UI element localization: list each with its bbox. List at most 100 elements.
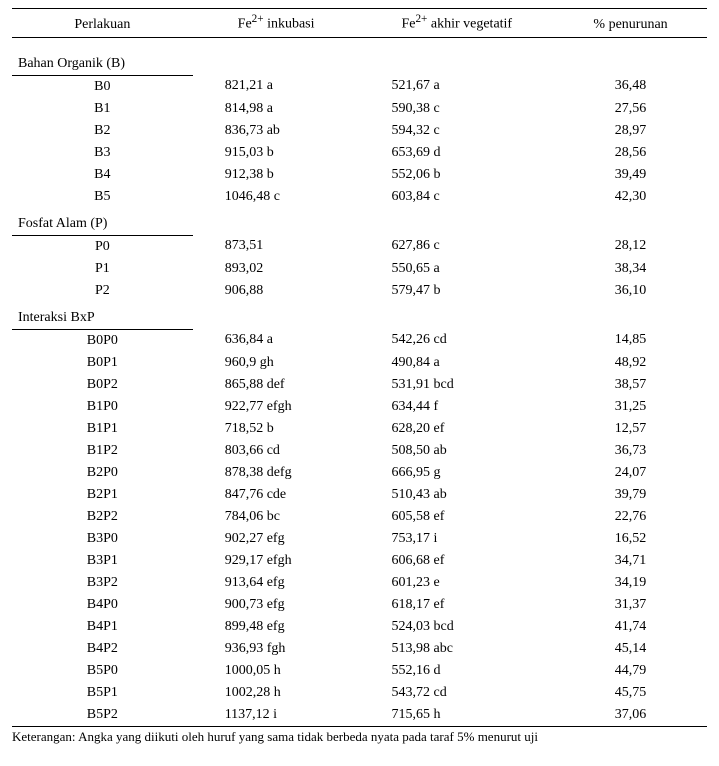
row-label: B5P2 [12, 704, 193, 726]
cell-inkubasi: 821,21 a [193, 75, 360, 98]
table-row: B0P2865,88 def531,91 bcd38,57 [12, 374, 707, 396]
cell-inkubasi: 929,17 efgh [193, 550, 360, 572]
cell-inkubasi: 784,06 bc [193, 506, 360, 528]
cell-penurunan: 36,73 [554, 440, 707, 462]
row-label: B1P0 [12, 396, 193, 418]
table-row: B5P01000,05 h552,16 d44,79 [12, 660, 707, 682]
cell-penurunan: 14,85 [554, 329, 707, 352]
table-row: B3P2913,64 efg601,23 e34,19 [12, 572, 707, 594]
cell-inkubasi: 900,73 efg [193, 594, 360, 616]
cell-vegetatif: 513,98 abc [359, 638, 554, 660]
cell-penurunan: 39,79 [554, 484, 707, 506]
cell-vegetatif: 552,16 d [359, 660, 554, 682]
cell-inkubasi: 873,51 [193, 235, 360, 258]
cell-penurunan: 38,34 [554, 258, 707, 280]
cell-vegetatif: 550,65 a [359, 258, 554, 280]
table-row: B0821,21 a521,67 a36,48 [12, 75, 707, 98]
table-row: B4P0900,73 efg618,17 ef31,37 [12, 594, 707, 616]
row-label: B1P1 [12, 418, 193, 440]
cell-penurunan: 44,79 [554, 660, 707, 682]
cell-penurunan: 37,06 [554, 704, 707, 726]
table-row: B4912,38 b552,06 b39,49 [12, 164, 707, 186]
cell-inkubasi: 878,38 defg [193, 462, 360, 484]
row-label: B3P1 [12, 550, 193, 572]
cell-vegetatif: 508,50 ab [359, 440, 554, 462]
cell-vegetatif: 510,43 ab [359, 484, 554, 506]
header-sup: 2+ [415, 13, 427, 25]
cell-inkubasi: 1046,48 c [193, 186, 360, 208]
cell-penurunan: 31,37 [554, 594, 707, 616]
table-row: B3P1929,17 efgh606,68 ef34,71 [12, 550, 707, 572]
cell-inkubasi: 803,66 cd [193, 440, 360, 462]
table-body: Bahan Organik (B)B0821,21 a521,67 a36,48… [12, 37, 707, 726]
cell-penurunan: 48,92 [554, 352, 707, 374]
cell-inkubasi: 847,76 cde [193, 484, 360, 506]
cell-inkubasi: 636,84 a [193, 329, 360, 352]
cell-inkubasi: 913,64 efg [193, 572, 360, 594]
row-label: P0 [12, 235, 193, 258]
cell-inkubasi: 718,52 b [193, 418, 360, 440]
row-label: B2 [12, 120, 193, 142]
cell-inkubasi: 814,98 a [193, 98, 360, 120]
header-text: Fe [401, 17, 415, 32]
cell-inkubasi: 1137,12 i [193, 704, 360, 726]
cell-vegetatif: 524,03 bcd [359, 616, 554, 638]
table-row: P0873,51627,86 c28,12 [12, 235, 707, 258]
col-header-vegetatif: Fe2+ akhir vegetatif [359, 9, 554, 38]
row-label: B1P2 [12, 440, 193, 462]
row-label: B3P2 [12, 572, 193, 594]
cell-penurunan: 34,71 [554, 550, 707, 572]
table-row: B1P0922,77 efgh634,44 f31,25 [12, 396, 707, 418]
cell-penurunan: 36,48 [554, 75, 707, 98]
row-label: B0P0 [12, 329, 193, 352]
col-header-inkubasi: Fe2+ inkubasi [193, 9, 360, 38]
cell-inkubasi: 902,27 efg [193, 528, 360, 550]
cell-penurunan: 28,12 [554, 235, 707, 258]
row-label: B0P2 [12, 374, 193, 396]
header-text: akhir vegetatif [427, 17, 512, 32]
row-label: B4P0 [12, 594, 193, 616]
row-label: P1 [12, 258, 193, 280]
table-row: B0P1960,9 gh490,84 a48,92 [12, 352, 707, 374]
table-row: B3P0902,27 efg753,17 i16,52 [12, 528, 707, 550]
row-label: B2P0 [12, 462, 193, 484]
cell-vegetatif: 531,91 bcd [359, 374, 554, 396]
section-title: Interaksi BxP [12, 302, 193, 329]
cell-vegetatif: 543,72 cd [359, 682, 554, 704]
table-row: B5P21137,12 i715,65 h37,06 [12, 704, 707, 726]
cell-vegetatif: 628,20 ef [359, 418, 554, 440]
table-row: B2P0878,38 defg666,95 g24,07 [12, 462, 707, 484]
cell-penurunan: 16,52 [554, 528, 707, 550]
row-label: B4 [12, 164, 193, 186]
cell-vegetatif: 590,38 c [359, 98, 554, 120]
cell-penurunan: 28,56 [554, 142, 707, 164]
cell-penurunan: 27,56 [554, 98, 707, 120]
cell-vegetatif: 579,47 b [359, 280, 554, 302]
table-row: P2906,88579,47 b36,10 [12, 280, 707, 302]
cell-vegetatif: 552,06 b [359, 164, 554, 186]
row-label: B2P1 [12, 484, 193, 506]
cell-inkubasi: 865,88 def [193, 374, 360, 396]
cell-penurunan: 34,19 [554, 572, 707, 594]
cell-penurunan: 28,97 [554, 120, 707, 142]
row-label: B4P1 [12, 616, 193, 638]
row-label: B1 [12, 98, 193, 120]
row-label: B5P0 [12, 660, 193, 682]
cell-inkubasi: 906,88 [193, 280, 360, 302]
row-label: P2 [12, 280, 193, 302]
cell-penurunan: 24,07 [554, 462, 707, 484]
table-row: B51046,48 c603,84 c42,30 [12, 186, 707, 208]
cell-vegetatif: 634,44 f [359, 396, 554, 418]
table-row: B2P2784,06 bc605,58 ef22,76 [12, 506, 707, 528]
cell-vegetatif: 521,67 a [359, 75, 554, 98]
col-header-perlakuan: Perlakuan [12, 9, 193, 38]
row-label: B5 [12, 186, 193, 208]
cell-penurunan: 41,74 [554, 616, 707, 638]
cell-penurunan: 22,76 [554, 506, 707, 528]
cell-inkubasi: 836,73 ab [193, 120, 360, 142]
col-header-penurunan: % penurunan [554, 9, 707, 38]
header-text: Fe [238, 17, 252, 32]
table-row: B2P1847,76 cde510,43 ab39,79 [12, 484, 707, 506]
table-row: B2836,73 ab594,32 c28,97 [12, 120, 707, 142]
cell-inkubasi: 1000,05 h [193, 660, 360, 682]
